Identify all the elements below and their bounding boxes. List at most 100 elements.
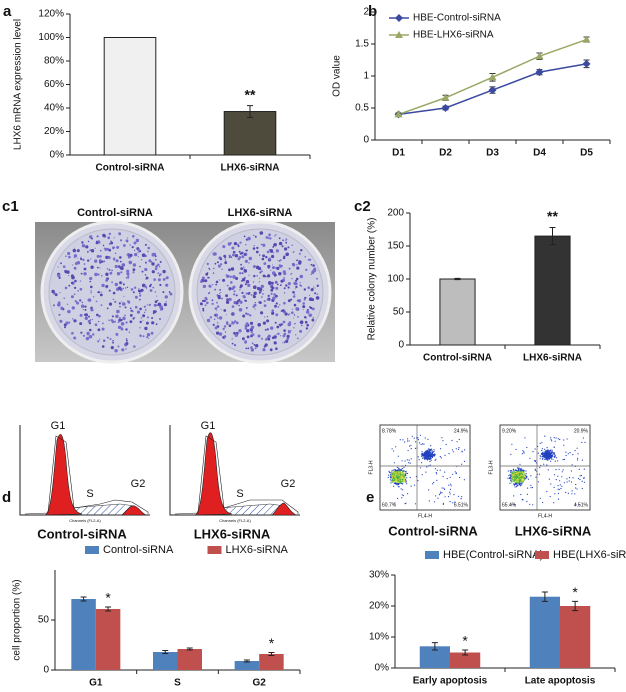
colony	[313, 286, 315, 288]
error-bar	[162, 650, 169, 654]
event	[458, 447, 460, 449]
colony	[226, 298, 229, 301]
colony	[277, 332, 280, 335]
colony	[311, 318, 315, 322]
colony	[96, 235, 99, 238]
event	[431, 456, 434, 458]
colony	[114, 252, 117, 255]
colony	[135, 238, 140, 243]
annotation: *	[572, 584, 578, 600]
point	[488, 86, 497, 95]
bar	[534, 235, 571, 346]
event	[517, 479, 520, 481]
event	[458, 438, 460, 441]
event	[425, 458, 427, 460]
event	[404, 479, 406, 481]
error-bar	[549, 227, 556, 246]
colony	[98, 314, 101, 318]
event	[534, 468, 536, 470]
colony	[278, 323, 281, 326]
colony	[91, 319, 93, 320]
colony	[218, 316, 223, 320]
event	[395, 482, 397, 484]
event	[431, 451, 433, 453]
colony	[151, 252, 156, 257]
colony	[243, 266, 245, 268]
event	[389, 471, 391, 474]
event	[444, 471, 446, 473]
colony	[156, 295, 158, 297]
event	[408, 459, 410, 461]
colony	[208, 267, 210, 270]
colony	[87, 259, 90, 262]
colony	[315, 296, 320, 300]
colony	[111, 315, 114, 318]
colony	[265, 255, 268, 259]
event	[405, 472, 407, 474]
colony	[79, 287, 83, 291]
colony	[73, 266, 77, 270]
colony	[237, 245, 240, 248]
event	[515, 477, 517, 479]
colony	[201, 276, 205, 280]
colony	[296, 264, 298, 266]
colony	[270, 326, 274, 330]
event	[434, 453, 436, 456]
colony	[71, 275, 75, 280]
colony	[156, 299, 159, 302]
event	[414, 503, 417, 505]
annotation: *	[462, 633, 468, 649]
colony	[307, 259, 310, 261]
event	[399, 439, 401, 441]
event	[449, 501, 451, 503]
colony	[219, 293, 221, 294]
event	[422, 457, 424, 459]
colony	[165, 276, 169, 280]
colony	[103, 260, 106, 263]
event	[430, 457, 432, 460]
colony	[262, 289, 264, 291]
event	[518, 468, 520, 470]
colony	[84, 305, 87, 308]
event	[397, 486, 399, 488]
colony	[214, 326, 218, 330]
event	[513, 475, 515, 477]
event	[547, 459, 549, 461]
colony	[238, 304, 240, 307]
colony	[283, 292, 286, 294]
colony	[147, 246, 150, 250]
colony	[222, 327, 225, 331]
event	[553, 454, 556, 456]
y-tick-label: 200	[387, 208, 404, 219]
colony	[276, 282, 278, 284]
bar	[153, 652, 178, 670]
peak-label: G1	[201, 420, 216, 432]
colony	[224, 261, 228, 265]
colony	[304, 296, 307, 299]
event	[429, 452, 431, 454]
event	[539, 455, 541, 457]
colony	[89, 280, 92, 283]
event	[448, 452, 450, 455]
event	[441, 492, 443, 494]
colony	[308, 294, 310, 296]
colony	[157, 263, 160, 267]
quadrant-percent: 8.78%	[382, 428, 397, 434]
event	[545, 452, 547, 454]
event	[435, 471, 437, 474]
colony	[241, 280, 243, 282]
colony	[134, 305, 138, 309]
event	[417, 439, 419, 441]
colony	[287, 313, 290, 316]
event	[425, 454, 427, 456]
colony	[283, 329, 286, 332]
colony	[260, 243, 263, 246]
x-tick-label: D3	[486, 148, 499, 159]
colony	[106, 268, 109, 270]
colony	[139, 298, 141, 301]
colony	[168, 291, 171, 293]
colony	[252, 247, 256, 250]
colony	[283, 272, 287, 276]
g1-peak	[194, 432, 233, 516]
